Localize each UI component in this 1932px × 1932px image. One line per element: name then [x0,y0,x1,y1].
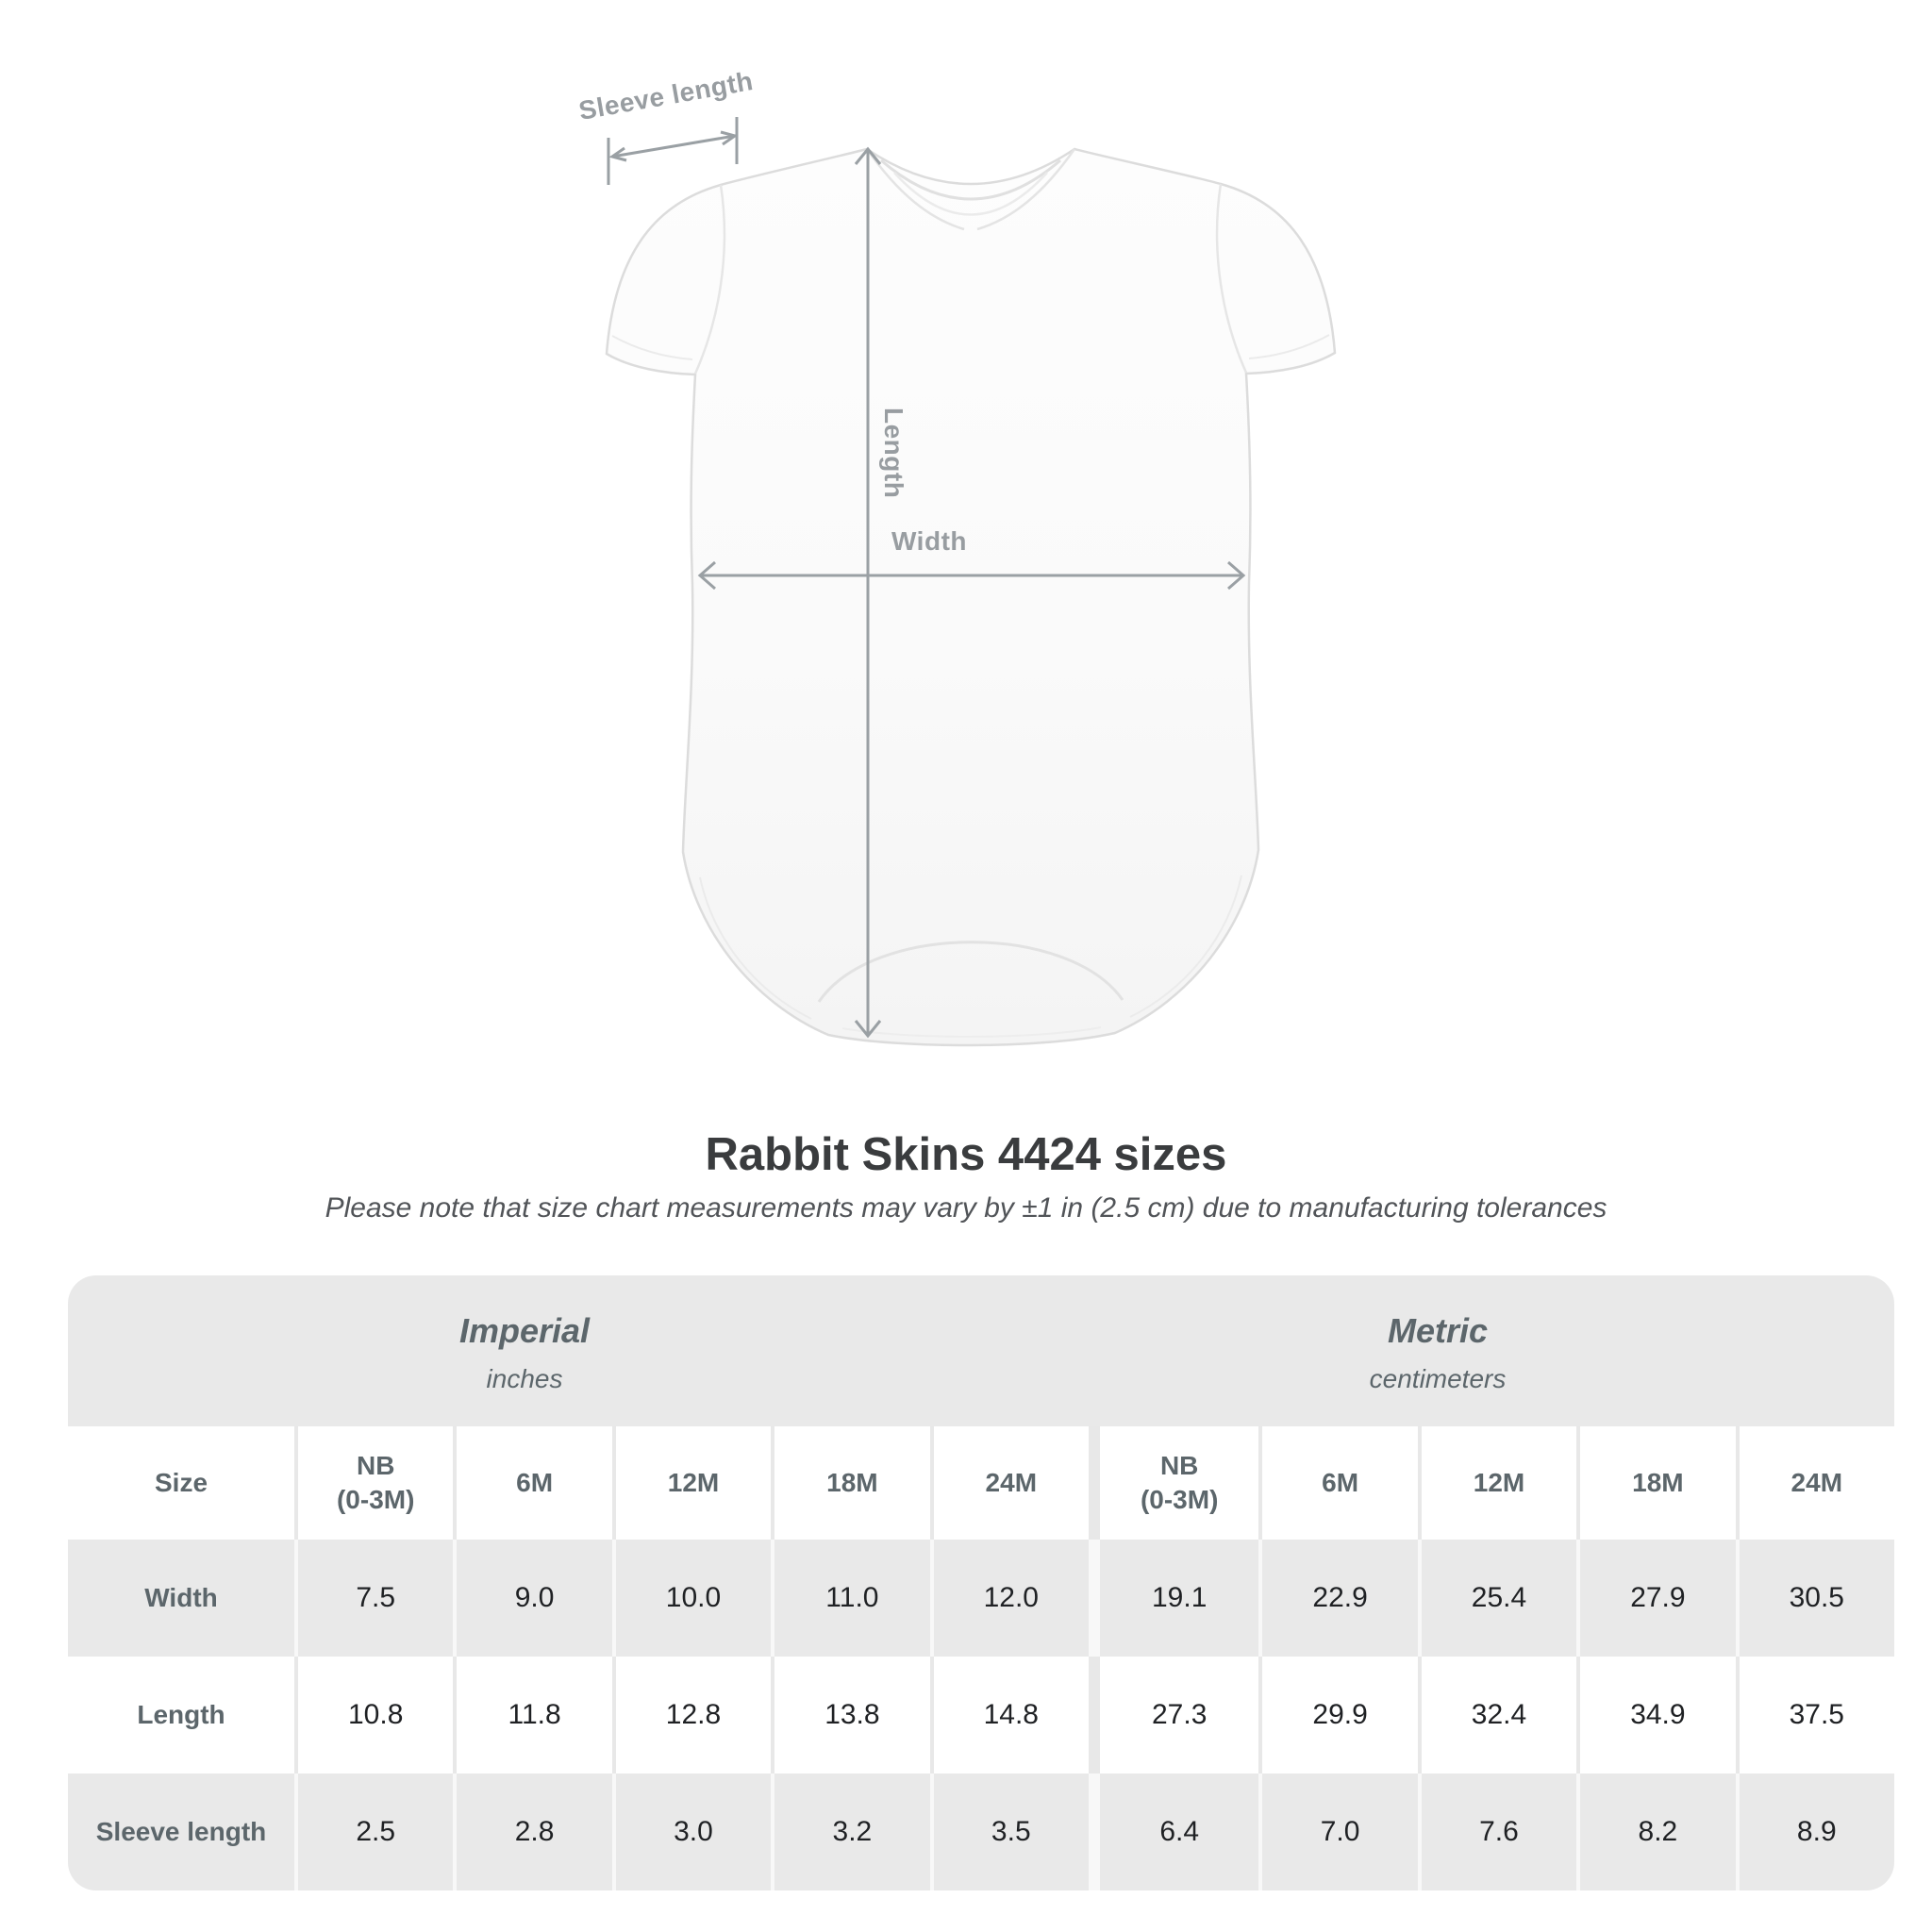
table-row-sleeve-length: Sleeve length 2.5 2.8 3.0 3.2 3.5 6.4 7.… [68,1774,1894,1890]
col-header-18m-metric: 18M [1576,1426,1735,1540]
length-12m-cm: 32.4 [1417,1657,1576,1774]
width-6m-in: 9.0 [453,1540,611,1657]
col-header-18m-imperial: 18M [771,1426,929,1540]
sleeve-6m-cm: 7.0 [1258,1774,1417,1890]
row-label-sleeve-length: Sleeve length [95,1817,267,1846]
width-18m-in: 11.0 [771,1540,929,1657]
metric-label: Metric [1387,1311,1489,1350]
table-row-length: Length 10.8 11.8 12.8 13.8 14.8 27.3 29.… [68,1657,1894,1774]
sleeve-18m-cm: 8.2 [1576,1774,1735,1890]
width-nb-in: 7.5 [294,1540,453,1657]
width-12m-in: 10.0 [611,1540,771,1657]
sleeve-24m-cm: 8.9 [1735,1774,1894,1890]
metric-group-header: Metric centimeters [981,1275,1894,1426]
size-table: Imperial inches Metric centimeters Size … [68,1275,1894,1890]
length-18m-cm: 34.9 [1576,1657,1735,1774]
sleeve-12m-in: 3.0 [611,1774,771,1890]
width-nb-cm: 19.1 [1151,1582,1208,1613]
row-label-width: Width [144,1583,218,1612]
length-24m-cm: 37.5 [1735,1657,1894,1774]
col-header-24m-metric: 24M [1735,1426,1894,1540]
sleeve-nb-in: 2.5 [294,1774,453,1890]
col-header-nb-imperial: NB (0-3M) [294,1426,453,1540]
metric-unit: centimeters [1369,1364,1507,1393]
width-24m-cm: 30.5 [1735,1540,1894,1657]
row-label-length: Length [137,1700,225,1729]
length-24m-in: 14.8 [929,1657,1089,1774]
unit-group-band: Imperial inches Metric centimeters [68,1275,1894,1426]
size-header-row: Size NB (0-3M) 6M 12M 18M 24M NB (0-3M) … [68,1426,1894,1540]
sleeve-6m-in: 2.8 [453,1774,611,1890]
width-arrow [697,560,1246,591]
col-header-24m-imperial: 24M [929,1426,1089,1540]
group-divider [1088,1540,1100,1657]
width-6m-cm: 22.9 [1258,1540,1417,1657]
length-nb-in: 10.8 [294,1657,453,1774]
length-nb-cm: 27.3 [1151,1699,1208,1730]
page-title: Rabbit Skins 4424 sizes [705,1129,1227,1180]
col-header-12m-imperial: 12M [611,1426,771,1540]
tolerance-note: Please note that size chart measurements… [325,1192,1607,1224]
width-24m-in: 12.0 [929,1540,1089,1657]
width-18m-cm: 27.9 [1576,1540,1735,1657]
length-18m-in: 13.8 [771,1657,929,1774]
width-12m-cm: 25.4 [1417,1540,1576,1657]
group-divider [1088,1774,1100,1890]
imperial-group-header: Imperial inches [68,1275,981,1426]
table-row-width: Width 7.5 9.0 10.0 11.0 12.0 19.1 22.9 2… [68,1540,1894,1657]
group-divider [1088,1657,1100,1774]
sleeve-nb-cm: 6.4 [1159,1816,1200,1847]
col-header-6m-imperial: 6M [453,1426,611,1540]
sleeve-12m-cm: 7.6 [1417,1774,1576,1890]
length-arrow [854,146,882,1039]
length-6m-cm: 29.9 [1258,1657,1417,1774]
onesie-shape [605,147,1337,1047]
length-6m-in: 11.8 [453,1657,611,1774]
sleeve-length-arrow [607,117,739,185]
sleeve-24m-in: 3.5 [929,1774,1089,1890]
width-annotation: Width [891,526,967,556]
col-header-6m-metric: 6M [1258,1426,1417,1540]
length-annotation: Length [879,408,908,499]
bodysuit-diagram: Sleeve length Length Width [576,66,1337,1047]
sleeve-18m-in: 3.2 [771,1774,929,1890]
col-header-nb-metric: NB (0-3M) [1140,1450,1219,1514]
imperial-label: Imperial [458,1311,591,1350]
bodysuit-illustration [605,117,1337,1047]
size-header: Size [154,1468,208,1497]
length-12m-in: 12.8 [611,1657,771,1774]
imperial-unit: inches [486,1364,563,1393]
col-header-12m-metric: 12M [1417,1426,1576,1540]
group-divider [1088,1426,1100,1540]
